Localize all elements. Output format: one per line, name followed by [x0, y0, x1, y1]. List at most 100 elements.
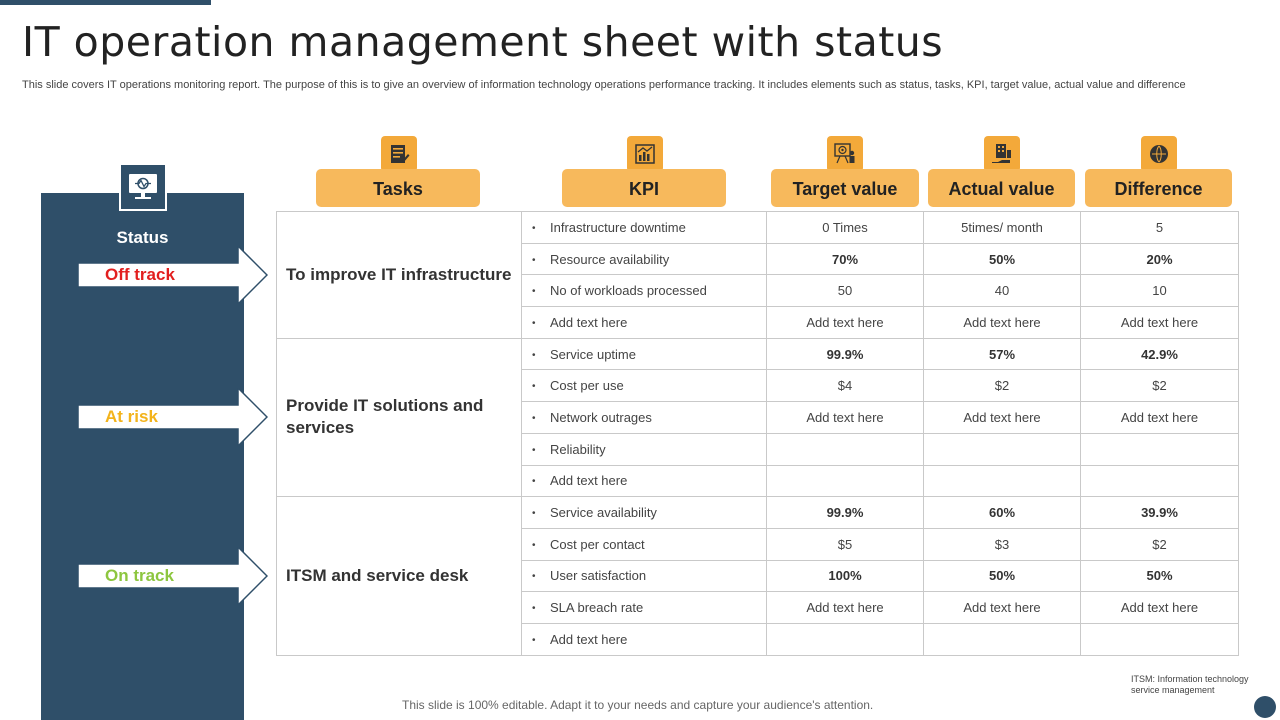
- kpi-cell: • Add text here: [521, 464, 767, 498]
- task-cell: Provide IT solutions and services: [276, 337, 522, 498]
- status-off-track: Off track: [105, 265, 175, 284]
- difference-cell: 50%: [1080, 559, 1239, 593]
- actual-cell: 50%: [923, 242, 1081, 276]
- difference-icon: [1141, 136, 1177, 172]
- footnote: ITSM: Information technology service man…: [1131, 674, 1249, 695]
- bullet-icon: •: [532, 381, 536, 393]
- kpi-label: Cost per use: [550, 378, 624, 394]
- kpi-cell: • Service uptime: [521, 337, 767, 371]
- task-cell: To improve IT infrastructure: [276, 211, 522, 339]
- target-cell: 0 Times: [766, 211, 924, 244]
- difference-cell: [1080, 464, 1239, 498]
- target-presentation-icon: [827, 136, 863, 172]
- column-header-tasks: Tasks: [316, 169, 480, 207]
- table-row: Provide IT solutions and services • Servic…: [276, 337, 1239, 498]
- corner-dot: [1254, 696, 1276, 718]
- difference-cell: Add text here: [1080, 591, 1239, 624]
- kpi-label: Add text here: [550, 473, 628, 489]
- table-row: • No of workloads processed 50 40 10: [277, 274, 1239, 308]
- actual-cell: 40: [923, 274, 1081, 308]
- difference-cell: 42.9%: [1080, 337, 1239, 371]
- building-hand-icon: [984, 136, 1020, 172]
- kpi-cell: • Network outrages: [521, 401, 767, 434]
- target-cell: [766, 464, 924, 498]
- kpi-label: Network outrages: [550, 409, 652, 425]
- table-row: • Add text here Add text here Add text here…: [277, 306, 1239, 339]
- table-row: • Cost per contact $5 $3 $2: [277, 527, 1239, 561]
- bullet-icon: •: [532, 603, 536, 615]
- difference-cell: 39.9%: [1080, 496, 1239, 529]
- difference-cell: $2: [1080, 369, 1239, 403]
- target-cell: [766, 622, 924, 656]
- kpi-label: Infrastructure downtime: [550, 219, 686, 235]
- actual-cell: [923, 464, 1081, 498]
- kpi-label: Resource availability: [550, 251, 670, 267]
- target-cell: $4: [766, 369, 924, 403]
- actual-cell: $3: [923, 527, 1081, 561]
- target-cell: $5: [766, 527, 924, 561]
- kpi-cell: • Add text here: [521, 622, 767, 656]
- kpi-label: No of workloads processed: [550, 283, 707, 299]
- task-cell: ITSM and service desk: [276, 496, 522, 656]
- kpi-chart-icon: [627, 136, 663, 172]
- difference-cell: Add text here: [1080, 306, 1239, 339]
- target-cell: 99.9%: [766, 496, 924, 529]
- kpi-label: Service uptime: [550, 346, 636, 362]
- kpi-cell: • Resource availability: [521, 242, 767, 276]
- table-row: • SLA breach rate Add text here Add text he…: [277, 591, 1239, 624]
- kpi-cell: • SLA breach rate: [521, 591, 767, 624]
- status-heading: Status: [116, 228, 169, 247]
- kpi-label: Add text here: [550, 314, 628, 330]
- bullet-icon: •: [532, 444, 536, 456]
- status-on-track: On track: [105, 566, 174, 585]
- bullet-icon: •: [532, 254, 536, 266]
- actual-cell: [923, 432, 1081, 466]
- bullet-icon: •: [532, 571, 536, 583]
- target-cell: 70%: [766, 242, 924, 276]
- actual-cell: Add text here: [923, 591, 1081, 624]
- column-header-kpi: KPI: [562, 169, 726, 207]
- table-row: • Add text here: [277, 622, 1239, 656]
- kpi-label: Cost per contact: [550, 536, 645, 552]
- actual-cell: 60%: [923, 496, 1081, 529]
- difference-cell: $2: [1080, 527, 1239, 561]
- target-cell: Add text here: [766, 591, 924, 624]
- actual-cell: 57%: [923, 337, 1081, 371]
- bullet-icon: •: [532, 286, 536, 298]
- kpi-label: SLA breach rate: [550, 600, 644, 616]
- status-arrow-off-track: Off track: [78, 246, 268, 304]
- difference-cell: [1080, 622, 1239, 656]
- kpi-label: User satisfaction: [550, 568, 647, 584]
- target-cell: Add text here: [766, 306, 924, 339]
- bullet-icon: •: [532, 508, 536, 520]
- editable-note: This slide is 100% editable. Adapt it to…: [402, 698, 874, 712]
- page-title: IT operation management sheet with statu…: [22, 18, 944, 66]
- top-accent-bar: [0, 0, 211, 5]
- table-row: To improve IT infrastructure • Infrastruct…: [276, 211, 1239, 339]
- bullet-icon: •: [532, 476, 536, 488]
- difference-cell: 20%: [1080, 242, 1239, 276]
- table-row: • User satisfaction 100% 50% 50%: [277, 559, 1239, 593]
- target-cell: [766, 432, 924, 466]
- bullet-icon: •: [532, 634, 536, 646]
- target-cell: Add text here: [766, 401, 924, 434]
- kpi-cell: • Cost per contact: [521, 527, 767, 561]
- column-header-difference: Difference: [1085, 169, 1232, 207]
- bullet-icon: •: [532, 539, 536, 551]
- bullet-icon: •: [532, 413, 536, 425]
- actual-cell: [923, 622, 1081, 656]
- table-row: • Add text here: [277, 464, 1239, 498]
- status-arrow-on-track: On track: [78, 547, 268, 605]
- kpi-cell: • Add text here: [521, 306, 767, 339]
- target-cell: 100%: [766, 559, 924, 593]
- bullet-icon: •: [532, 317, 536, 329]
- table-row: ITSM and service desk • Service availabili…: [276, 496, 1239, 656]
- kpi-label: Service availability: [550, 505, 657, 521]
- monitor-icon: [119, 163, 167, 211]
- bullet-icon: •: [532, 222, 536, 234]
- actual-cell: Add text here: [923, 306, 1081, 339]
- actual-cell: 5times/ month: [923, 211, 1081, 244]
- column-header-target: Target value: [771, 169, 919, 207]
- status-arrow-at-risk: At risk: [78, 388, 268, 446]
- difference-cell: 10: [1080, 274, 1239, 308]
